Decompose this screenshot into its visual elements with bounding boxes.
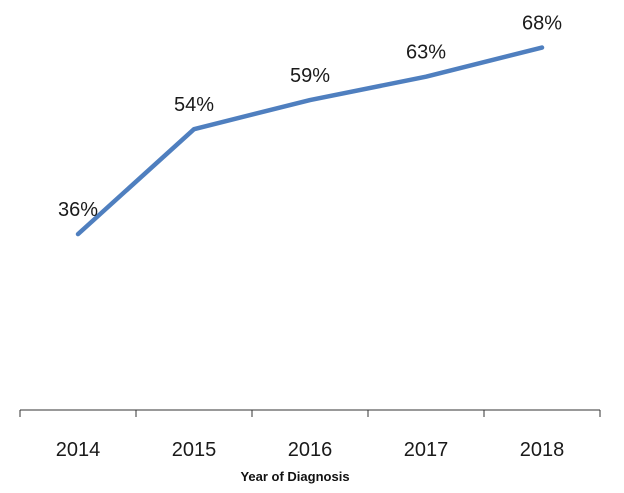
x-tick-label: 2014 [56, 439, 101, 461]
x-axis-ticks [19, 410, 601, 417]
data-label: 54% [174, 94, 214, 116]
x-tick-label: 2018 [520, 439, 565, 461]
data-label: 59% [290, 65, 330, 87]
data-label: 63% [406, 42, 446, 64]
data-label: 36% [58, 199, 98, 221]
plot-area: 36% 54% 59% 63% 68% [58, 13, 562, 237]
x-axis-title: Year of Diagnosis [240, 469, 349, 484]
x-tick-label: 2017 [404, 439, 449, 461]
x-tick-label: 2015 [172, 439, 217, 461]
x-tick-label: 2016 [288, 439, 333, 461]
data-label: 68% [522, 13, 562, 35]
x-axis-tick-labels: 2014 2015 2016 2017 2018 [56, 439, 565, 461]
